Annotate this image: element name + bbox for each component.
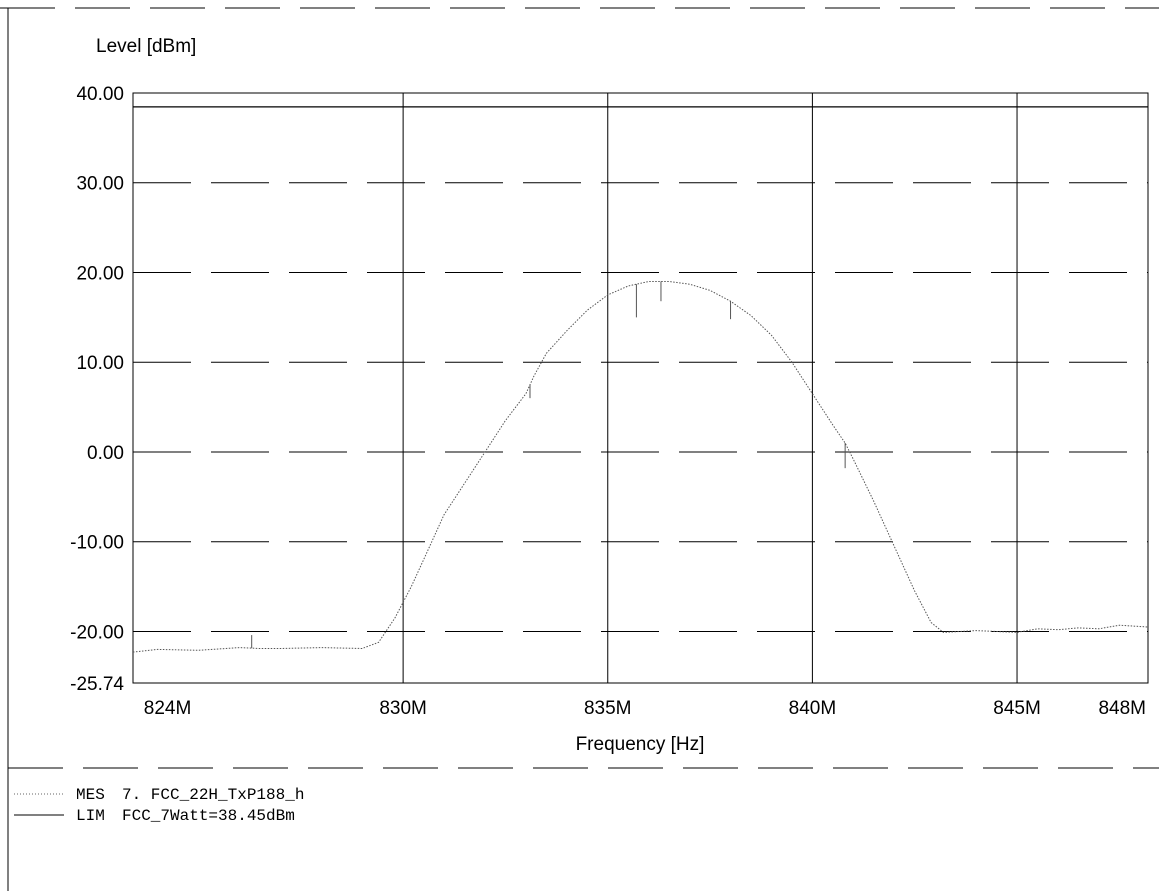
x-tick-label: 835M xyxy=(584,698,632,719)
y-tick-label: -20.00 xyxy=(70,622,124,643)
horizontal-gridlines xyxy=(133,182,1148,632)
x-tick-labels: 824M 830M 835M 840M 845M 848M xyxy=(144,698,1146,719)
x-tick-label: 830M xyxy=(379,698,427,719)
legend-mes-code: MES xyxy=(76,786,105,804)
y-tick-label: -10.00 xyxy=(70,533,124,554)
y-tick-label: 30.00 xyxy=(76,174,124,195)
y-tick-label: -25.74 xyxy=(70,674,124,695)
vertical-gridlines xyxy=(402,93,1018,683)
y-tick-label: 0.00 xyxy=(87,443,124,464)
spike-group xyxy=(251,281,846,649)
y-tick-label: 10.00 xyxy=(76,353,124,374)
x-tick-label: 845M xyxy=(993,698,1041,719)
plot-area xyxy=(132,92,1149,684)
legend: MES 7. FCC_22H_TxP188_h LIM FCC_7Watt=38… xyxy=(14,786,304,825)
x-tick-label: 840M xyxy=(789,698,837,719)
y-axis-label: Level [dBm] xyxy=(96,36,196,57)
legend-lim-code: LIM xyxy=(76,807,105,825)
y-tick-labels: 40.00 30.00 20.00 10.00 0.00 -10.00 -20.00 -25.… xyxy=(70,84,124,695)
y-tick-label: 40.00 xyxy=(76,84,124,105)
plot-border xyxy=(132,92,1149,684)
x-tick-label: 824M xyxy=(144,698,192,719)
legend-mes-text: 7. FCC_22H_TxP188_h xyxy=(122,786,304,804)
x-axis-label: Frequency [Hz] xyxy=(576,734,705,755)
legend-lim-text: FCC_7Watt=38.45dBm xyxy=(122,807,295,825)
y-tick-label: 20.00 xyxy=(76,263,124,284)
series-line-mes xyxy=(132,281,1149,653)
frame xyxy=(0,7,1159,891)
series-group xyxy=(132,106,1149,653)
x-tick-label: 848M xyxy=(1098,698,1146,719)
